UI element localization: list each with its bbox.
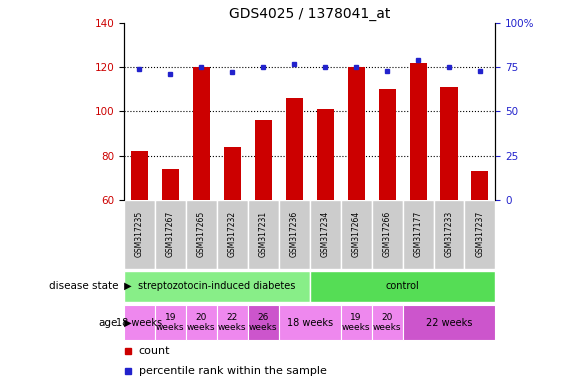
Text: GSM317235: GSM317235 <box>135 211 144 257</box>
Text: GSM317266: GSM317266 <box>383 211 391 257</box>
Bar <box>279 200 310 269</box>
Bar <box>155 305 186 340</box>
Bar <box>347 67 365 200</box>
Bar <box>224 147 241 200</box>
Text: 19
weeks: 19 weeks <box>342 313 370 332</box>
Bar <box>310 200 341 269</box>
Bar <box>279 305 341 340</box>
Bar <box>193 67 210 200</box>
Bar <box>403 305 495 340</box>
Bar <box>440 87 458 200</box>
Text: GSM317264: GSM317264 <box>352 211 360 257</box>
Bar <box>217 305 248 340</box>
Text: 18 weeks: 18 weeks <box>117 318 162 328</box>
Bar <box>464 200 495 269</box>
Bar <box>248 200 279 269</box>
Bar <box>372 305 403 340</box>
Title: GDS4025 / 1378041_at: GDS4025 / 1378041_at <box>229 7 390 21</box>
Bar <box>409 63 427 200</box>
Bar <box>162 169 179 200</box>
Bar <box>378 89 396 200</box>
Bar <box>285 98 303 200</box>
Bar <box>372 200 403 269</box>
Bar <box>316 109 334 200</box>
Text: ▶: ▶ <box>121 281 132 291</box>
Bar <box>155 200 186 269</box>
Text: GSM317232: GSM317232 <box>228 211 236 257</box>
Text: control: control <box>386 281 419 291</box>
Bar <box>471 171 489 200</box>
Text: GSM317267: GSM317267 <box>166 211 175 257</box>
Text: streptozotocin-induced diabetes: streptozotocin-induced diabetes <box>138 281 296 291</box>
Text: count: count <box>138 346 170 356</box>
Bar <box>310 270 495 302</box>
Text: 19
weeks: 19 weeks <box>156 313 185 332</box>
Bar <box>131 151 148 200</box>
Text: percentile rank within the sample: percentile rank within the sample <box>138 366 327 376</box>
Text: GSM317237: GSM317237 <box>476 211 484 257</box>
Bar <box>254 120 272 200</box>
Text: 22 weeks: 22 weeks <box>426 318 472 328</box>
Bar <box>341 305 372 340</box>
Bar <box>124 270 310 302</box>
Text: GSM317177: GSM317177 <box>414 211 422 257</box>
Bar <box>186 200 217 269</box>
Bar <box>124 200 155 269</box>
Text: GSM317265: GSM317265 <box>197 211 205 257</box>
Bar <box>403 200 434 269</box>
Text: 22
weeks: 22 weeks <box>218 313 247 332</box>
Text: GSM317234: GSM317234 <box>321 211 329 257</box>
Text: 20
weeks: 20 weeks <box>373 313 401 332</box>
Bar <box>341 200 372 269</box>
Text: 18 weeks: 18 weeks <box>287 318 333 328</box>
Text: 20
weeks: 20 weeks <box>187 313 216 332</box>
Bar <box>217 200 248 269</box>
Text: GSM317236: GSM317236 <box>290 211 298 257</box>
Text: 26
weeks: 26 weeks <box>249 313 278 332</box>
Text: disease state: disease state <box>49 281 118 291</box>
Bar <box>248 305 279 340</box>
Text: GSM317233: GSM317233 <box>445 211 453 257</box>
Bar <box>434 200 464 269</box>
Text: age: age <box>99 318 118 328</box>
Text: ▶: ▶ <box>121 318 132 328</box>
Text: GSM317231: GSM317231 <box>259 211 267 257</box>
Bar <box>186 305 217 340</box>
Bar <box>124 305 155 340</box>
